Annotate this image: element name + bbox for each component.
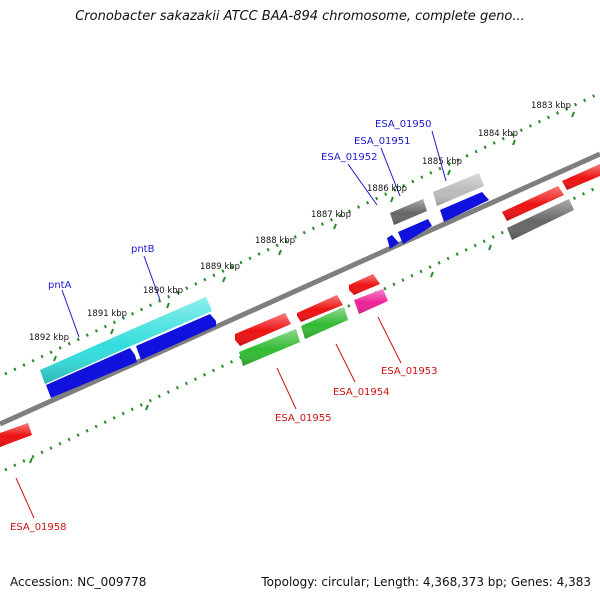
gene-ESA_01952[interactable] xyxy=(387,235,399,249)
gene-label-pntA[interactable]: pntA xyxy=(48,280,72,291)
ruler-label-1885: 1885 kbp xyxy=(422,157,462,167)
accession-text: Accession: NC_009778 xyxy=(10,575,147,589)
ruler-label-1889: 1889 kbp xyxy=(200,262,240,272)
map-title: Cronobacter sakazakii ATCC BAA-894 chrom… xyxy=(75,9,525,24)
ruler-label-1888: 1888 kbp xyxy=(255,236,295,246)
label-leaders xyxy=(15,130,447,519)
gene-label-ESA_01952[interactable]: ESA_01952 xyxy=(321,152,378,163)
gene-label-ESA_01958[interactable]: ESA_01958 xyxy=(10,522,67,533)
gene-pntB-blue[interactable] xyxy=(136,314,216,360)
ruler-label-1886: 1886 kbp xyxy=(367,184,407,194)
chromosome-backbone xyxy=(0,151,600,427)
gene-label-ESA_01954[interactable]: ESA_01954 xyxy=(333,387,390,398)
gene-label-ESA_01953[interactable]: ESA_01953 xyxy=(381,366,438,377)
ruler-label-1884: 1884 kbp xyxy=(478,129,518,139)
gene-label-ESA_01950[interactable]: ESA_01950 xyxy=(375,119,432,130)
ruler-label-1883: 1883 kbp xyxy=(531,101,571,111)
gene-ESA_01951-blue[interactable] xyxy=(398,219,432,244)
ruler-label-1890: 1890 kbp xyxy=(143,286,183,296)
ruler-label-1887: 1887 kbp xyxy=(311,210,351,220)
gene-label-ESA_01955[interactable]: ESA_01955 xyxy=(275,413,332,424)
ruler-label-1892: 1892 kbp xyxy=(29,333,69,343)
topology-text: Topology: circular; Length: 4,368,373 bp… xyxy=(261,575,591,589)
gene-label-pntB[interactable]: pntB xyxy=(131,244,155,255)
gene-blue-right[interactable] xyxy=(440,192,489,222)
gene-pntA-blue[interactable] xyxy=(46,348,137,398)
ruler-label-1891: 1891 kbp xyxy=(87,309,127,319)
gene-label-ESA_01951[interactable]: ESA_01951 xyxy=(354,136,411,147)
